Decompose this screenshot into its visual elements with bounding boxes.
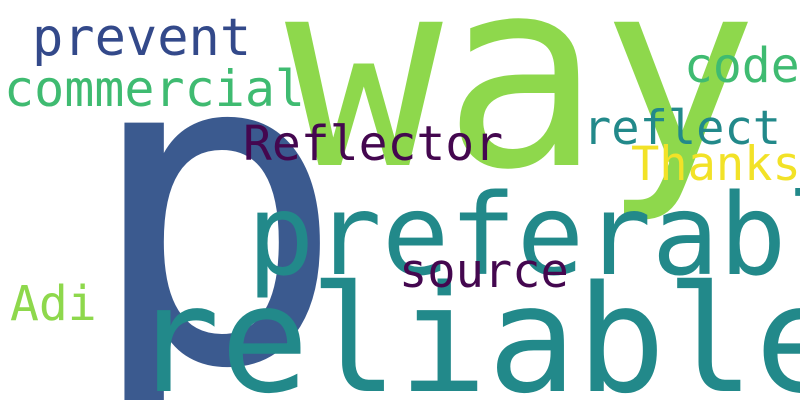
word-p: p — [84, 0, 347, 400]
word-adi: Adi — [10, 276, 97, 332]
word-prevent: prevent — [32, 8, 252, 68]
word-preferably: preferably — [247, 171, 800, 301]
word-source: source — [399, 244, 569, 299]
word-reflect: reflect — [583, 101, 782, 156]
word-commercial: commercial — [4, 60, 306, 118]
word-thanks: Thanks — [631, 137, 800, 192]
word-way: way — [285, 0, 759, 227]
word-reliable: reliable — [131, 254, 800, 400]
word-code: code — [684, 38, 800, 94]
word-reflector: Reflector — [243, 116, 504, 172]
